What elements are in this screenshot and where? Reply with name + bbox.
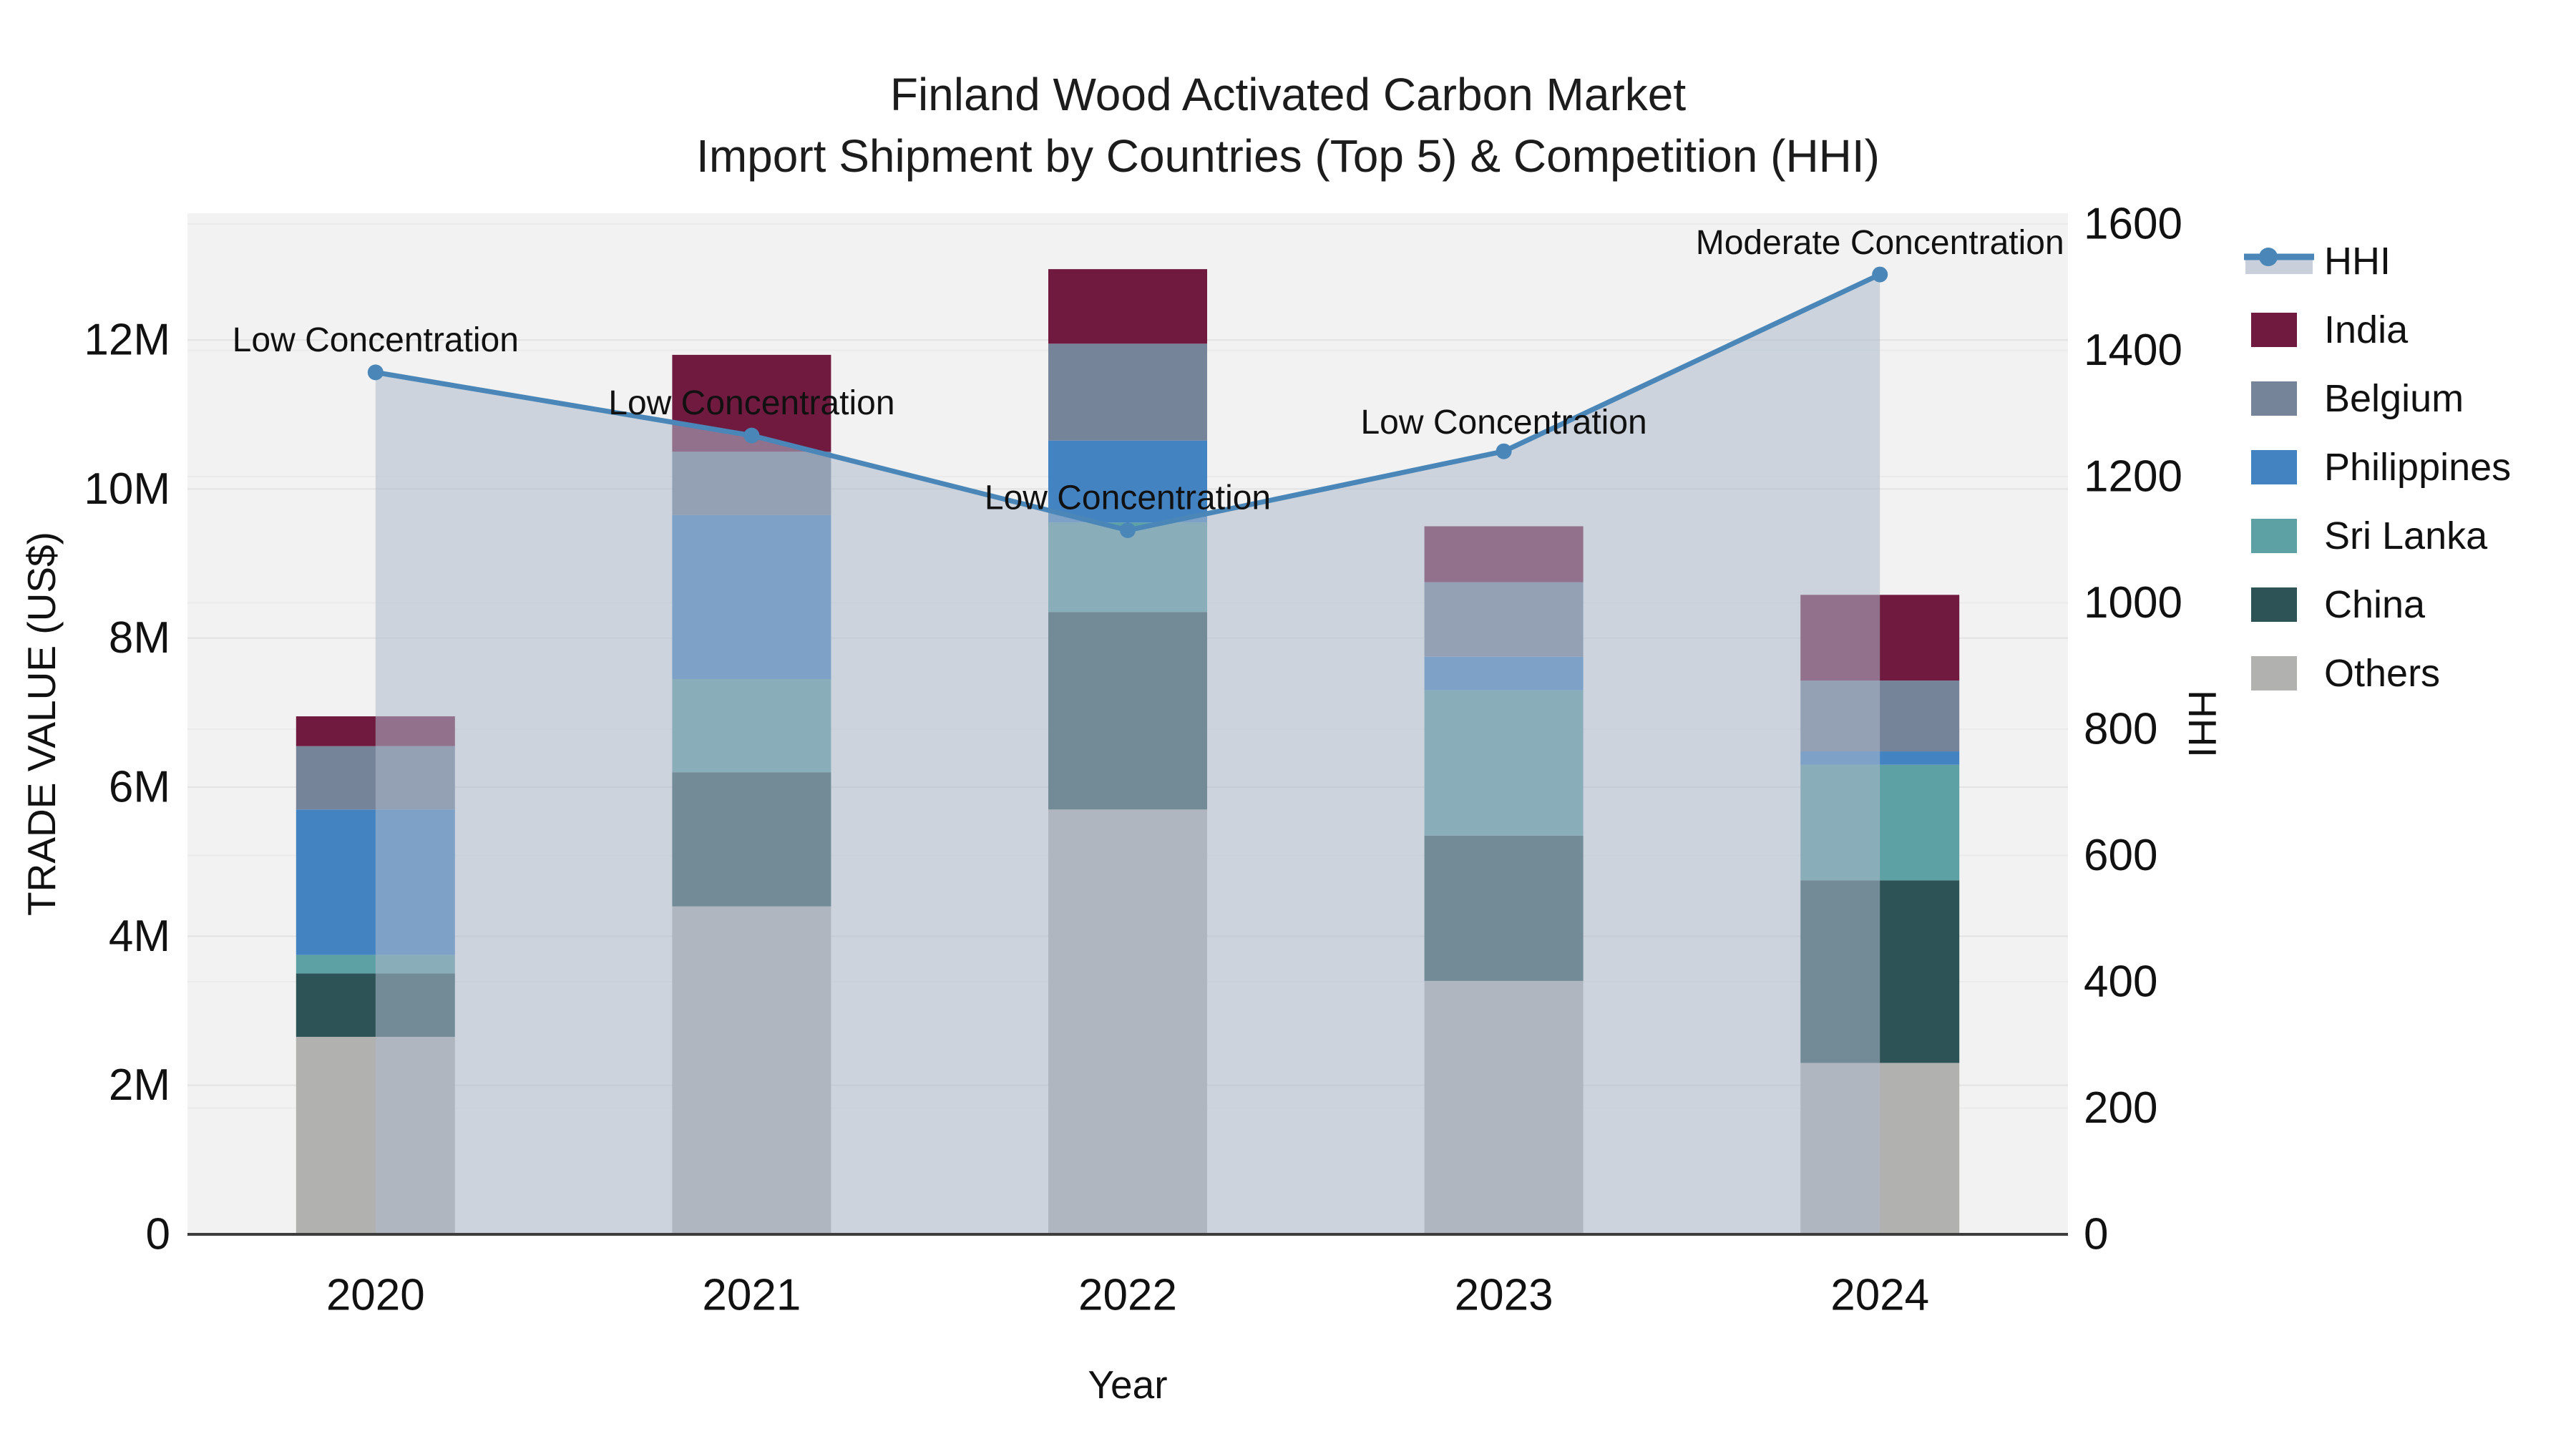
y-left-tick-label: 10M (84, 464, 170, 514)
legend-item-label: India (2324, 308, 2409, 351)
annotation-2020: Low Concentration (233, 321, 519, 359)
annotation-2023: Low Concentration (1360, 404, 1646, 441)
y-left-tick-label: 0 (146, 1210, 170, 1259)
y-left-tick-label: 12M (84, 316, 170, 365)
legend-item-sri-lanka[interactable]: Sri Lanka (2251, 514, 2488, 557)
legend-color-swatch (2251, 587, 2297, 622)
y-left-tick-label: 6M (109, 763, 170, 812)
bar-segment-india-2022 (1048, 269, 1207, 344)
y-right-tick-label: 800 (2084, 705, 2157, 754)
hhi-marker-2024 (1872, 266, 1888, 283)
x-tick-label-2022: 2022 (1078, 1271, 1177, 1320)
legend-color-swatch (2251, 313, 2297, 347)
legend-item-label: China (2324, 583, 2426, 626)
y-right-tick-label: 200 (2084, 1083, 2157, 1133)
y-right-tick-label: 0 (2084, 1210, 2108, 1259)
legend-item-india[interactable]: India (2251, 308, 2409, 351)
legend-item-others[interactable]: Others (2251, 652, 2440, 695)
legend-item-label: HHI (2324, 240, 2391, 283)
hhi-marker-2021 (743, 427, 760, 444)
legend-item-philippines[interactable]: Philippines (2251, 446, 2511, 489)
x-tick-label-2023: 2023 (1455, 1271, 1553, 1320)
x-tick-label-2024: 2024 (1830, 1271, 1929, 1320)
y-right-tick-label: 1000 (2084, 578, 2182, 628)
y-right-tick-label: 1600 (2084, 200, 2182, 249)
annotation-2021: Low Concentration (608, 384, 894, 422)
legend-item-hhi[interactable]: HHI (2244, 240, 2391, 283)
hhi-marker-2022 (1120, 522, 1136, 539)
x-tick-label-2020: 2020 (326, 1271, 425, 1320)
legend-item-label: Others (2324, 652, 2440, 695)
legend-color-swatch (2251, 450, 2297, 484)
y-right-tick-label: 1200 (2084, 452, 2182, 502)
hhi-marker-2020 (367, 364, 384, 381)
y-left-axis-title: TRADE VALUE (US$) (19, 532, 64, 916)
hhi-area-fill (375, 274, 1880, 1235)
y-right-tick-label: 400 (2084, 957, 2157, 1007)
y-right-tick-label: 600 (2084, 831, 2157, 880)
annotation-2024: Moderate Concentration (1696, 224, 2064, 262)
legend-color-swatch (2251, 656, 2297, 691)
y-left-tick-label: 4M (109, 912, 170, 961)
x-axis-title: Year (1088, 1362, 1167, 1407)
annotation-2022: Low Concentration (985, 479, 1271, 517)
y-left-tick-label: 2M (109, 1060, 170, 1110)
chart-title-line1: Finland Wood Activated Carbon Market (890, 69, 1687, 120)
legend-item-label: Philippines (2324, 446, 2511, 489)
chart-title-line2: Import Shipment by Countries (Top 5) & C… (696, 130, 1880, 182)
y-right-axis-title: HHI (2180, 690, 2225, 758)
hhi-marker-2023 (1496, 443, 1512, 459)
legend-item-label: Sri Lanka (2324, 514, 2488, 557)
x-tick-label-2021: 2021 (702, 1271, 801, 1320)
bar-segment-philippines-2022 (1048, 440, 1207, 523)
bar-segment-belgium-2022 (1048, 343, 1207, 441)
legend-item-belgium[interactable]: Belgium (2251, 377, 2464, 420)
y-left-tick-label: 8M (109, 613, 170, 663)
legend-color-swatch (2251, 519, 2297, 553)
legend-hhi-marker (2259, 248, 2278, 266)
legend-color-swatch (2251, 381, 2297, 416)
legend-item-label: Belgium (2324, 377, 2464, 420)
legend-item-china[interactable]: China (2251, 583, 2426, 626)
y-right-tick-label: 1400 (2084, 326, 2182, 375)
